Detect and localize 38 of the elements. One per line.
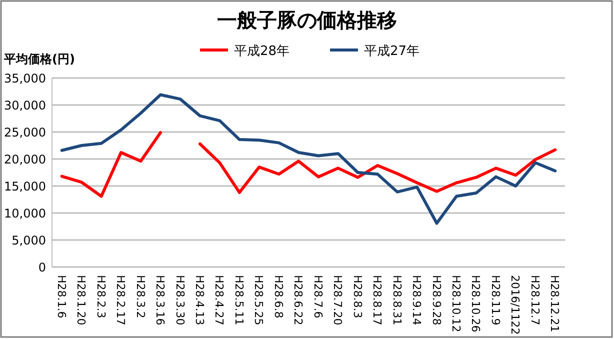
- x-tick-label: H28.4.27: [212, 275, 226, 326]
- y-tick-label: 25,000: [4, 126, 46, 140]
- x-tick-label: 2016/1122: [508, 275, 522, 335]
- y-tick-label: 10,000: [4, 206, 46, 220]
- x-tick-label: H28.8.31: [390, 275, 404, 326]
- chart-title: 一般子豚の価格推移: [217, 8, 397, 32]
- x-tick-label: H28.2.3: [94, 275, 108, 318]
- x-tick-label: H28.10.26: [469, 275, 482, 332]
- x-tick-label: H28.10.12: [449, 275, 462, 332]
- y-tick-label: 5,000: [12, 234, 46, 248]
- x-tick-label: H28.4.13: [192, 275, 206, 326]
- x-tick-label: H28.12.7: [528, 275, 542, 326]
- x-tick-label: H28.6.22: [292, 275, 305, 326]
- y-tick-label: 30,000: [4, 98, 46, 112]
- y-tick-label: 20,000: [4, 152, 46, 166]
- y-tick-label: 35,000: [4, 72, 46, 86]
- x-tick-label: H28.1.6: [54, 275, 68, 318]
- y-axis-title: 平均価格(円): [3, 52, 75, 66]
- x-tick-label: H28.3.30: [173, 275, 186, 326]
- x-tick-label: H28.1.20: [74, 275, 88, 326]
- x-tick-label: H28.6.8: [272, 275, 285, 318]
- legend-label: 平成28年: [234, 44, 290, 59]
- x-tick-label: H28.11.9: [488, 275, 502, 326]
- y-tick-label: 15,000: [4, 180, 46, 194]
- x-tick-label: H28.3.2: [134, 275, 147, 318]
- x-tick-label: H28.12.21: [548, 275, 562, 332]
- x-tick-label: H28.2.17: [114, 275, 128, 326]
- y-tick-label: 0: [38, 260, 46, 274]
- x-tick-label: H28.8.3: [350, 275, 364, 318]
- legend-label: 平成27年: [364, 44, 420, 59]
- x-tick-label: H28.7.6: [311, 275, 324, 318]
- x-tick-label: H28.7.20: [331, 275, 344, 326]
- x-tick-label: H28.8.17: [370, 275, 384, 326]
- x-tick-label: H28.9.28: [430, 275, 443, 326]
- x-tick-label: H28.9.14: [410, 275, 424, 326]
- x-tick-label: H28.5.11: [232, 275, 246, 326]
- x-tick-label: H28.3.16: [154, 275, 167, 326]
- x-tick-label: H28.5.25: [252, 275, 266, 326]
